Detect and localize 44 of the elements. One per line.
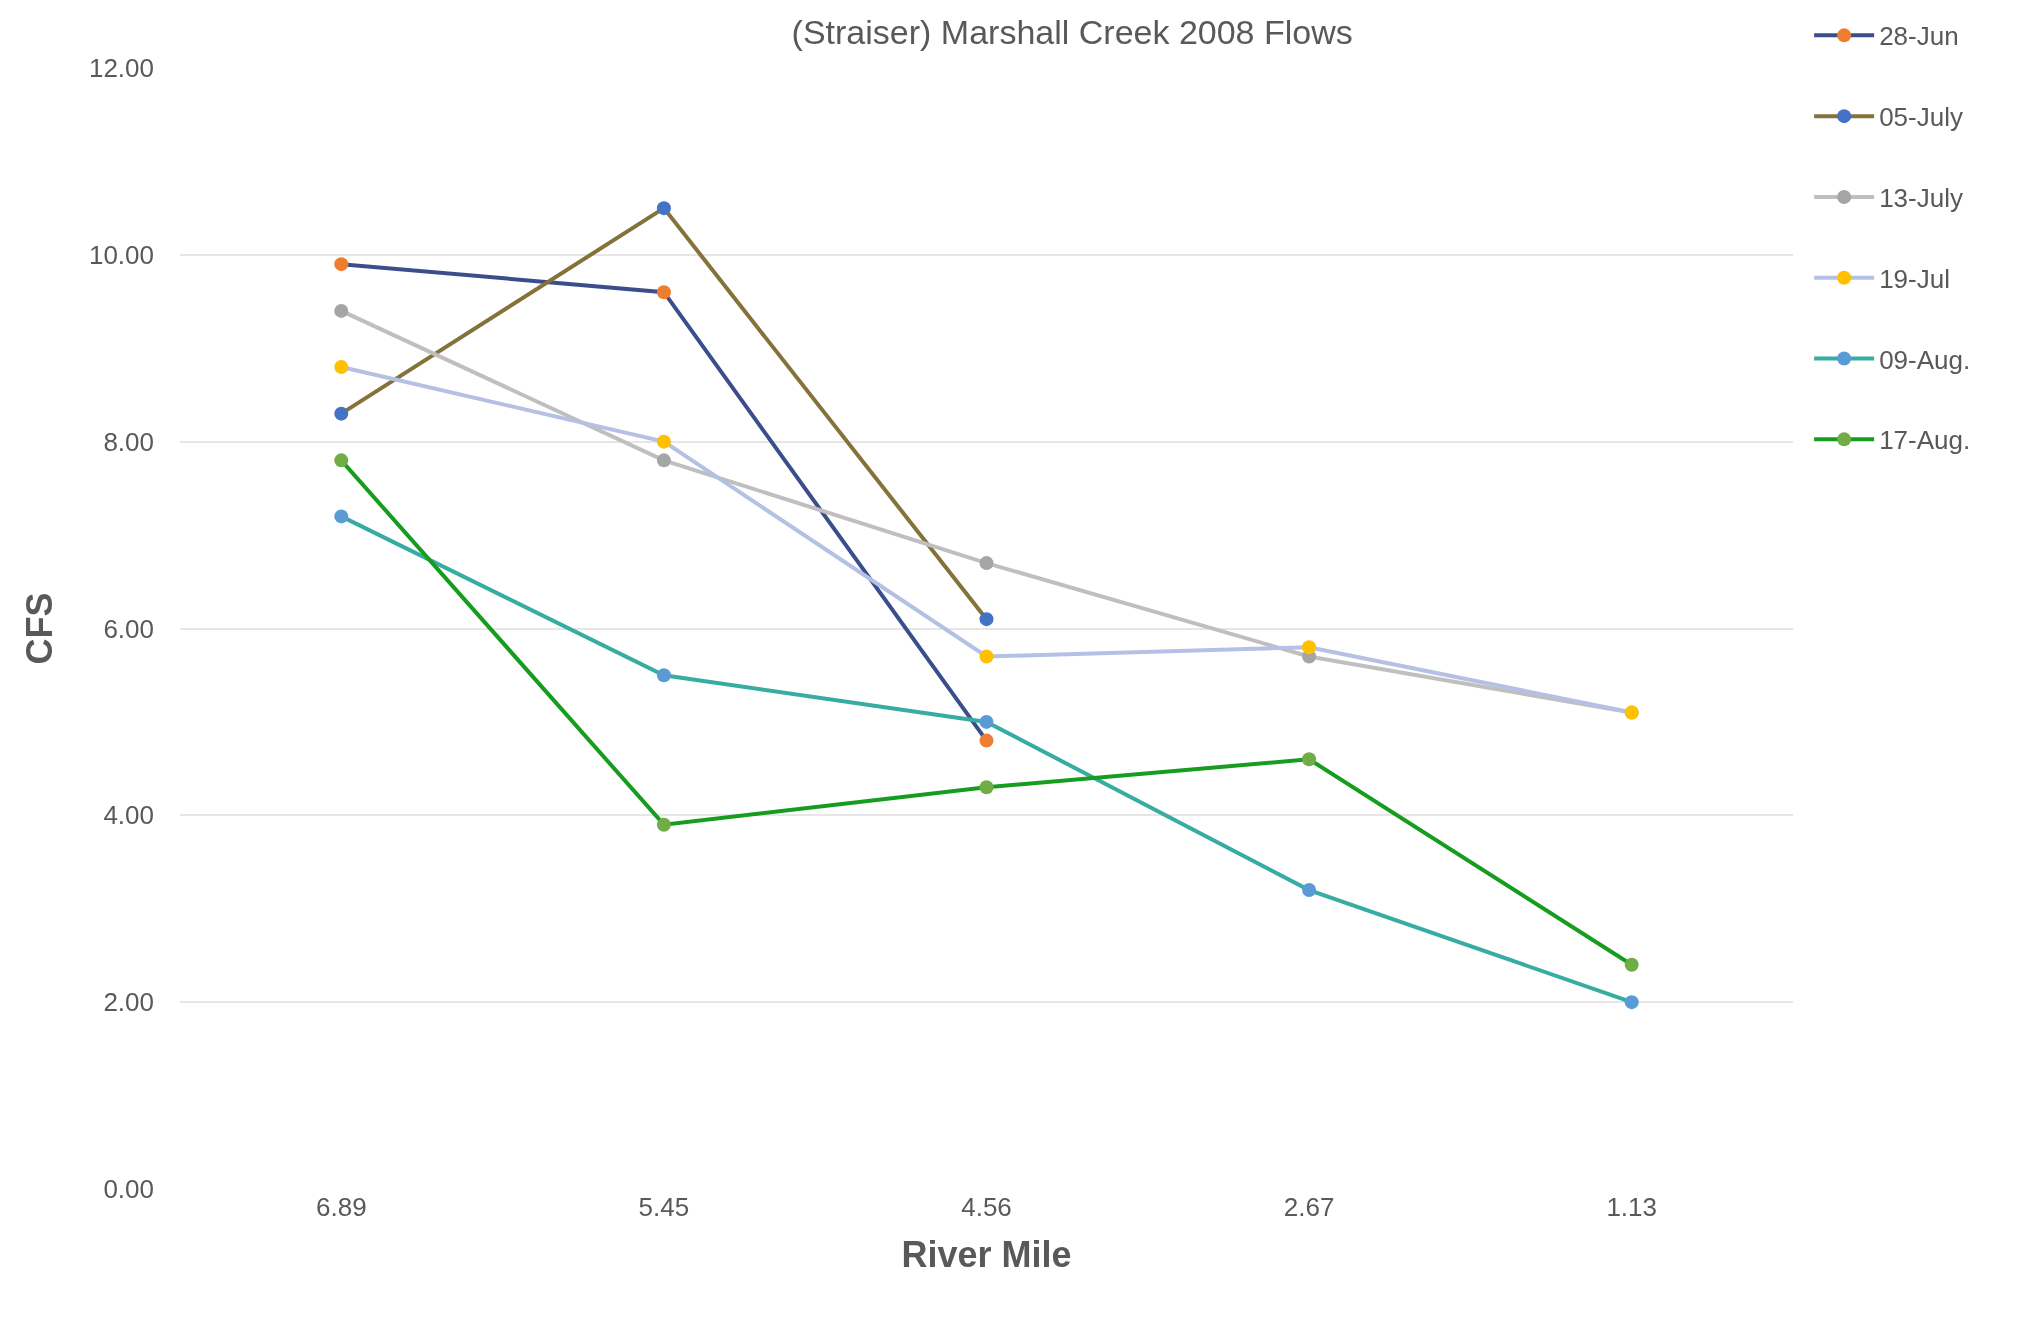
x-tick-label: 5.45	[638, 1192, 690, 1222]
y-tick-label: 2.00	[103, 987, 154, 1018]
point	[1302, 640, 1317, 655]
x-tick-label: 1.13	[1606, 1192, 1657, 1222]
chart-title: (Straiser) Marshall Creek 2008 Flows	[791, 12, 1353, 51]
y-tick-label: 8.00	[103, 426, 154, 457]
x-axis-title: River Mile	[901, 1233, 1072, 1275]
point	[979, 780, 994, 795]
point	[1624, 957, 1639, 972]
point	[334, 406, 349, 421]
point	[334, 359, 349, 374]
point	[656, 668, 671, 683]
point	[1302, 752, 1317, 767]
point	[979, 612, 994, 627]
y-tick-label: 10.00	[88, 239, 154, 270]
point	[334, 509, 349, 524]
y-tick-label: 4.00	[103, 800, 154, 831]
point	[656, 453, 671, 468]
y-tick-label: 6.00	[103, 613, 154, 644]
legend-label: 05-July	[1879, 102, 1963, 133]
point	[334, 453, 349, 468]
point	[334, 257, 349, 272]
point	[656, 285, 671, 300]
y-axis-title: CFS	[18, 592, 60, 665]
legend-label: 17-Aug.	[1879, 425, 1971, 456]
legend-label: 09-Aug.	[1879, 344, 1971, 375]
legend-label: 13-July	[1879, 183, 1963, 214]
point	[334, 303, 349, 318]
point	[656, 201, 671, 216]
point	[979, 556, 994, 571]
x-tick-label: 4.56	[961, 1192, 1012, 1222]
y-tick-label: 0.00	[103, 1174, 154, 1205]
point	[979, 649, 994, 664]
legend-label: 19-Jul	[1879, 263, 1950, 294]
point	[656, 434, 671, 449]
point	[656, 817, 671, 832]
x-tick-label: 6.89	[316, 1192, 367, 1222]
point	[1302, 883, 1317, 898]
point	[979, 733, 994, 748]
point	[979, 714, 994, 729]
point	[1624, 995, 1639, 1010]
legend-label: 28-Jun	[1879, 21, 1959, 52]
y-tick-label: 12.00	[88, 53, 154, 84]
x-tick-label: 2.67	[1283, 1192, 1335, 1222]
